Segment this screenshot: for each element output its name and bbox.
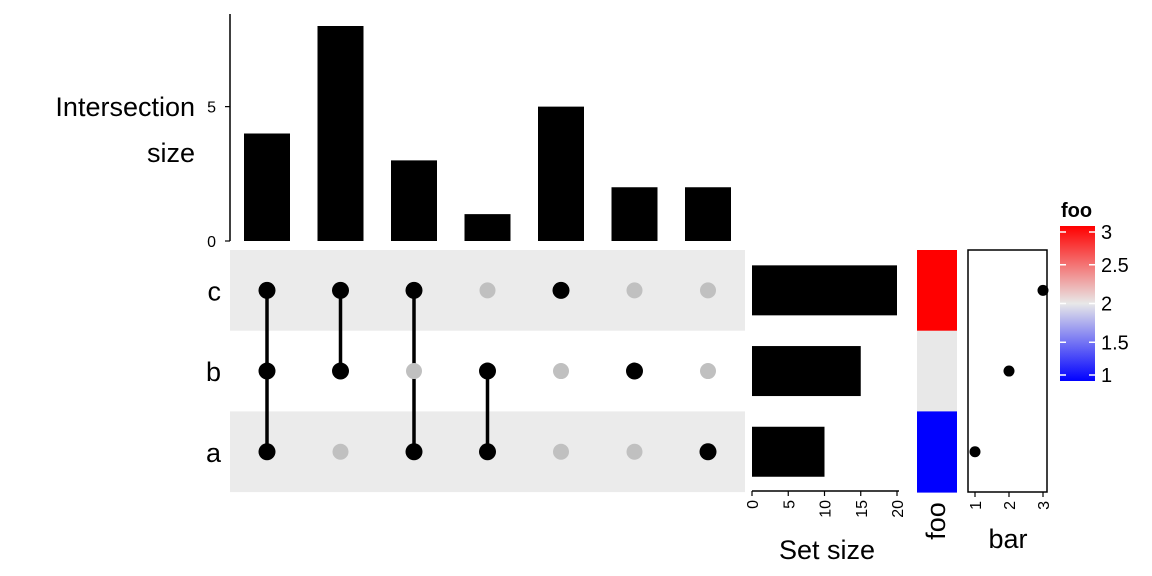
intersection-bar xyxy=(611,187,658,241)
membership-dot-inactive xyxy=(479,282,496,299)
intersection-bar xyxy=(685,187,731,241)
set-size-bar-b xyxy=(752,346,861,397)
intersection-bar xyxy=(244,133,290,241)
membership-dot-active xyxy=(258,362,276,380)
foo-legend: foo 3 2.5 2 1.5 1 xyxy=(1060,200,1129,387)
membership-dot-inactive xyxy=(700,282,716,299)
intersection-bar xyxy=(464,214,511,241)
legend-title: foo xyxy=(1061,200,1092,222)
membership-dot-active xyxy=(405,281,423,299)
membership-dot-active xyxy=(626,362,643,380)
membership-dot-active xyxy=(552,281,570,299)
bar-panel: 1 2 3 bar xyxy=(967,249,1053,554)
bar-tick-label: 2 xyxy=(1002,501,1019,510)
legend-tick-label: 2 xyxy=(1101,294,1112,316)
membership-dot-active xyxy=(479,362,496,380)
set-size-panel: 0 5 10 15 20 Set size xyxy=(745,265,907,565)
set-size-tick-label: 0 xyxy=(745,500,762,509)
membership-dot-inactive xyxy=(626,443,643,460)
membership-dot-active xyxy=(332,281,349,299)
set-size-bar-c xyxy=(752,265,897,316)
bar-panel-frame xyxy=(967,249,1048,493)
membership-dot-inactive xyxy=(553,363,569,380)
membership-dot-inactive xyxy=(626,282,643,299)
set-size-tick-label: 10 xyxy=(818,500,835,518)
membership-dot-inactive xyxy=(700,363,716,380)
bar-tick-label: 3 xyxy=(1036,501,1053,510)
legend-tick-label: 1.5 xyxy=(1101,332,1129,354)
intersection-tick-label: 0 xyxy=(207,234,216,251)
membership-dot-active xyxy=(479,443,496,461)
membership-dot-active xyxy=(258,443,276,461)
intersection-bar xyxy=(538,106,584,241)
bar-point-b xyxy=(1003,365,1015,377)
membership-dot-active xyxy=(699,443,717,461)
membership-dot-inactive xyxy=(332,443,349,460)
set-label-a: a xyxy=(206,438,222,468)
foo-panel: foo xyxy=(917,250,957,540)
legend-tick-label: 3 xyxy=(1101,222,1112,244)
set-size-tick-label: 5 xyxy=(781,500,798,509)
set-size-tick-label: 20 xyxy=(890,500,907,518)
membership-dot-active xyxy=(258,281,276,299)
bar-tick-label: 1 xyxy=(968,501,985,510)
set-label-c: c xyxy=(208,276,222,306)
membership-matrix: c b a xyxy=(206,250,745,493)
membership-dot-inactive xyxy=(553,443,569,460)
bar-point-c xyxy=(1037,284,1049,296)
set-label-b: b xyxy=(206,357,221,387)
legend-tick-label: 1 xyxy=(1101,365,1112,387)
intersection-bar xyxy=(317,26,364,241)
membership-dot-active xyxy=(332,362,349,380)
membership-dot-inactive xyxy=(406,363,422,380)
legend-tick-label: 2.5 xyxy=(1101,255,1129,277)
bar-point-a xyxy=(969,446,981,458)
intersection-size-panel: 0 5 Intersection size xyxy=(55,14,731,251)
intersection-tick-label: 5 xyxy=(207,100,216,117)
bar-axis-label: bar xyxy=(988,524,1027,554)
foo-panel-label: foo xyxy=(921,502,951,540)
intersection-axis-label: size xyxy=(147,138,195,168)
membership-dot-active xyxy=(405,443,423,461)
foo-tile-b xyxy=(917,330,957,412)
foo-tile-c xyxy=(917,250,957,332)
intersection-bar xyxy=(391,160,437,241)
intersection-axis-label: Intersection xyxy=(55,92,195,122)
set-size-tick-label: 15 xyxy=(854,500,871,518)
foo-tile-a xyxy=(917,411,957,493)
set-size-bar-a xyxy=(752,426,825,477)
set-size-axis-label: Set size xyxy=(779,535,875,565)
